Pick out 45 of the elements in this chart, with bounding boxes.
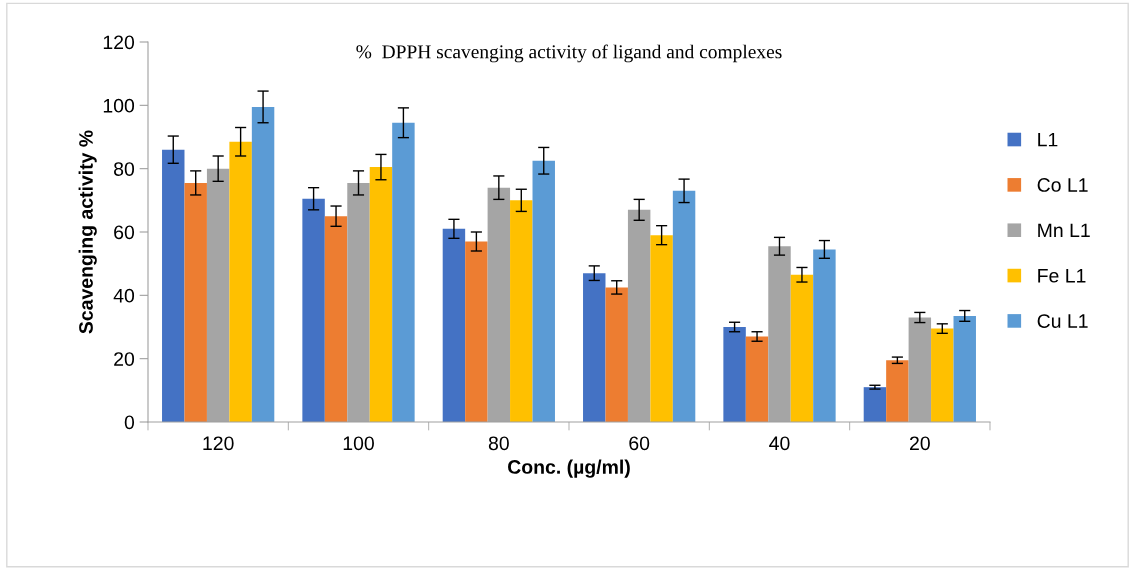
x-tick-label: 40 <box>769 436 790 451</box>
bar <box>745 336 769 422</box>
bar <box>886 360 909 422</box>
legend-label: Mn L1 <box>1038 223 1090 238</box>
bar <box>184 182 207 422</box>
y-tick-label: 20 <box>114 352 135 366</box>
bar <box>790 274 814 422</box>
bar <box>532 160 555 422</box>
y-tick-label: 0 <box>124 415 135 430</box>
bar <box>392 122 415 422</box>
legend-label: Cu L1 <box>1037 314 1088 328</box>
x-axis-title: Conc. (µg/ml) <box>508 459 630 478</box>
bar <box>953 315 976 422</box>
chart-title: % DPPH scavenging activity of ligand and complexes <box>356 44 782 63</box>
y-tick-label: 60 <box>114 225 135 240</box>
bar <box>302 198 325 422</box>
y-tick-label: 100 <box>103 98 135 113</box>
y-tick-label: 40 <box>113 288 135 303</box>
y-tick-label: 120 <box>103 35 135 50</box>
bar <box>863 387 887 422</box>
x-tick-label: 120 <box>203 436 234 451</box>
x-tick-label: 100 <box>343 436 374 451</box>
bar <box>324 216 348 422</box>
bar <box>605 287 628 422</box>
x-tick-label: 60 <box>629 436 650 451</box>
bar <box>672 190 696 422</box>
legend-label: L1 <box>1038 132 1058 147</box>
y-axis-title: Scavenging activity % <box>78 130 97 334</box>
bar <box>931 328 954 422</box>
bar <box>813 249 836 422</box>
bar <box>162 149 185 422</box>
x-tick-label: 80 <box>488 436 509 451</box>
bar <box>510 200 533 422</box>
bar <box>442 228 466 422</box>
bar <box>583 273 606 422</box>
bar <box>650 235 673 422</box>
bar <box>251 106 275 422</box>
x-tick-label: 20 <box>910 436 930 451</box>
legend-label: Co L1 <box>1037 178 1088 192</box>
y-tick-label: 80 <box>114 162 135 176</box>
bar <box>369 167 393 422</box>
bar <box>229 141 252 422</box>
bar <box>465 241 488 422</box>
legend-label: Fe L1 <box>1038 269 1086 283</box>
bar <box>723 327 746 422</box>
